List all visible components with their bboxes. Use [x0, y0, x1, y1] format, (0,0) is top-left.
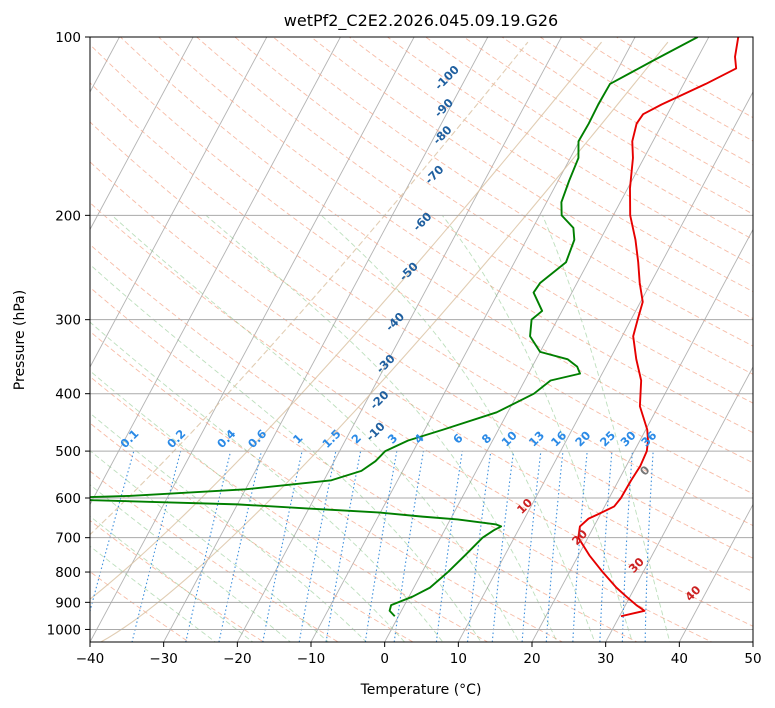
mixing-ratio-line	[218, 450, 263, 642]
dry-adiabat-line	[90, 202, 753, 627]
y-tick-label: 700	[55, 531, 81, 547]
dry-adiabat-line	[310, 37, 753, 320]
dry-adiabat-line	[615, 37, 753, 119]
isotherm-line	[163, 37, 489, 642]
isotherm-line	[605, 366, 753, 642]
moist-adiabat-line	[90, 450, 329, 642]
dry-adiabat-line	[90, 243, 713, 642]
dry-adiabat-line	[90, 376, 489, 642]
dry-adiabat-line	[90, 286, 639, 642]
mixing-ratio-line	[599, 451, 613, 642]
y-axis-label: Pressure (hPa)	[12, 290, 28, 390]
x-tick-label: −20	[223, 651, 252, 667]
x-tick-label: 0	[380, 651, 389, 667]
dry-adiabat-line	[90, 330, 564, 642]
x-tick-label: 10	[450, 651, 467, 667]
moist-adiabat-line	[90, 263, 482, 642]
mixing-ratio-line	[621, 451, 633, 642]
isotherm-line	[90, 37, 194, 231]
x-axis-label: Temperature (°C)	[360, 682, 482, 698]
plot-area	[90, 37, 753, 642]
moist-adiabat-line	[441, 215, 633, 642]
axes: −40 −30 −20 −10 0 10 20 30 40 50 1000 900 800 700 600 5…	[47, 30, 762, 667]
isotherm-line	[90, 37, 415, 642]
y-tick-label: 800	[55, 565, 81, 581]
y-tick-label: 900	[55, 595, 81, 611]
x-tick-label: −40	[76, 651, 105, 667]
dry-adiabat-line	[90, 161, 753, 593]
x-tick-label: 20	[523, 651, 540, 667]
moist-adiabat-line	[542, 215, 671, 642]
dry-adiabat-line	[90, 121, 753, 559]
isotherm-line	[384, 37, 710, 642]
dry-adiabat-line	[90, 82, 753, 527]
background-curve-line	[90, 41, 602, 600]
y-tick-label: 500	[55, 444, 81, 460]
y-tick-label: 1000	[47, 622, 81, 638]
sounding-profiles	[90, 37, 740, 618]
y-tick-label: 300	[55, 313, 81, 329]
temperature-profile-line	[577, 37, 740, 618]
y-tick-label: 600	[55, 491, 81, 507]
mixing-ratio-line	[185, 450, 232, 642]
chart-title: wetPf2_C2E2.2026.045.09.19.G26	[284, 11, 558, 31]
x-tick-label: −30	[149, 651, 178, 667]
background-lines	[90, 37, 753, 642]
isotherm-line	[678, 503, 753, 642]
mixing-ratio-line	[131, 450, 182, 642]
moist-adiabat-line	[90, 484, 292, 642]
x-tick-label: 30	[597, 651, 614, 667]
background-curve-line	[99, 41, 669, 642]
moist-adiabat-line	[205, 214, 558, 642]
dewpoint-profile-line	[90, 37, 699, 617]
isotherm-line	[457, 91, 753, 642]
moist-adiabat-line	[90, 321, 444, 642]
x-tick-label: 50	[744, 651, 761, 667]
y-tick-label: 100	[55, 30, 81, 46]
moist-adiabat-line	[320, 215, 596, 642]
x-tick-label: −10	[297, 651, 326, 667]
mixing-ratio-line	[298, 450, 337, 642]
dry-adiabat-line	[272, 37, 753, 347]
plot-frame	[89, 36, 754, 643]
x-tick-label: 40	[671, 651, 688, 667]
dry-adiabat-line	[577, 37, 753, 142]
mixing-ratio-line	[644, 451, 654, 642]
y-tick-label: 200	[55, 208, 81, 224]
isotherm-line	[90, 37, 268, 368]
mixing-ratio-line	[90, 450, 135, 614]
y-tick-label: 400	[55, 387, 81, 403]
dry-adiabat-line	[348, 37, 753, 293]
pressure-gridlines	[90, 37, 753, 630]
isotherm-line	[236, 37, 562, 642]
moist-adiabat-line	[90, 370, 406, 642]
mixing-ratio-line	[572, 451, 588, 642]
isotherm-line	[90, 37, 341, 506]
dry-adiabat-line	[539, 37, 753, 166]
dry-adiabat-line	[90, 44, 753, 495]
dry-adiabat-line	[234, 37, 753, 375]
dry-adiabat-line	[157, 37, 753, 434]
dry-adiabat-line	[119, 37, 753, 464]
